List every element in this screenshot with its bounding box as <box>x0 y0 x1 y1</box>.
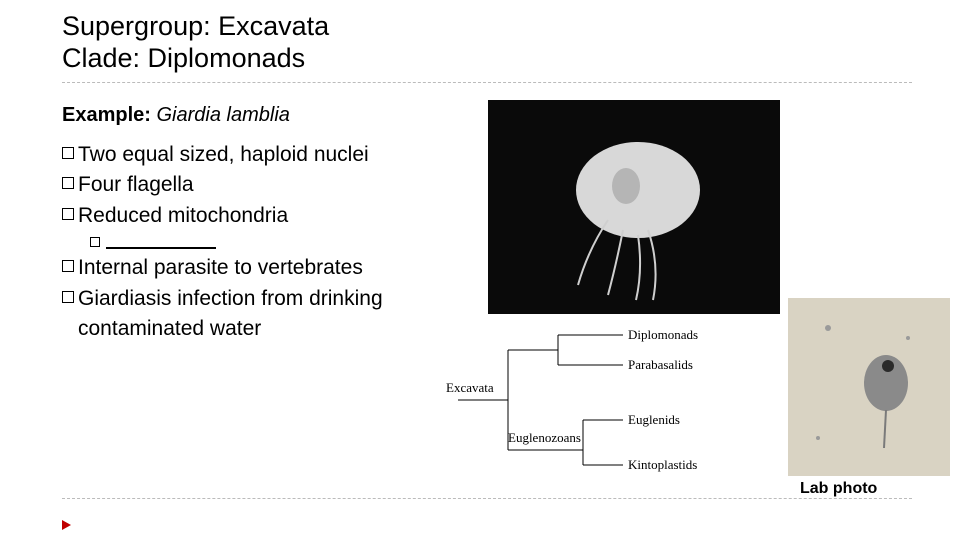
tree-branch-2: Parabasalids <box>628 357 693 372</box>
bullet-box-icon <box>62 208 74 220</box>
divider-top <box>62 82 912 83</box>
bullet-5: Giardiasis infection from drinking conta… <box>62 284 462 345</box>
lab-photo <box>788 298 950 476</box>
phylo-tree: Excavata Diplomonads Parabasalids Euglen… <box>428 320 768 490</box>
example-line: Example: Giardia lamblia <box>62 104 290 127</box>
tree-branch-4: Kintoplastids <box>628 457 697 472</box>
example-label: Example <box>62 104 144 126</box>
bullet-4-text: Internal parasite to vertebrates <box>78 253 363 283</box>
lab-photo-caption: Lab photo <box>800 480 877 498</box>
bullet-box-icon <box>62 291 74 303</box>
bullet-2: Four flagella <box>62 170 462 200</box>
play-icon[interactable] <box>62 520 71 530</box>
tree-branch-1: Diplomonads <box>628 327 698 342</box>
bullet-box-icon <box>62 147 74 159</box>
example-species: Giardia lamblia <box>157 104 290 126</box>
tree-root-label: Excavata <box>446 380 494 395</box>
giardia-sem-icon <box>488 100 780 314</box>
slide-title: Supergroup: Excavata Clade: Diplomonads <box>62 10 329 75</box>
title-line-1: Supergroup: Excavata <box>62 10 329 42</box>
title-line-2: Clade: Diplomonads <box>62 42 329 74</box>
bullet-3-text: Reduced mitochondria <box>78 201 288 231</box>
tree-subgroup: Euglenozoans <box>508 430 581 445</box>
sub-bullet-blank <box>90 235 462 249</box>
bullet-5-text: Giardiasis infection from drinking conta… <box>78 284 462 345</box>
divider-bottom <box>62 498 912 499</box>
bullet-box-icon <box>62 260 74 272</box>
sem-micrograph <box>488 100 780 314</box>
bullet-list: Two equal sized, haploid nuclei Four fla… <box>62 140 462 345</box>
bullet-3: Reduced mitochondria <box>62 201 462 231</box>
bullet-1-text: Two equal sized, haploid nuclei <box>78 140 369 170</box>
tree-branch-3: Euglenids <box>628 412 680 427</box>
blank-line <box>106 235 216 249</box>
bullet-box-icon <box>90 237 100 247</box>
bullet-box-icon <box>62 177 74 189</box>
giardia-lab-icon <box>788 298 950 476</box>
bullet-1: Two equal sized, haploid nuclei <box>62 140 462 170</box>
bullet-2-text: Four flagella <box>78 170 194 200</box>
bullet-4: Internal parasite to vertebrates <box>62 253 462 283</box>
